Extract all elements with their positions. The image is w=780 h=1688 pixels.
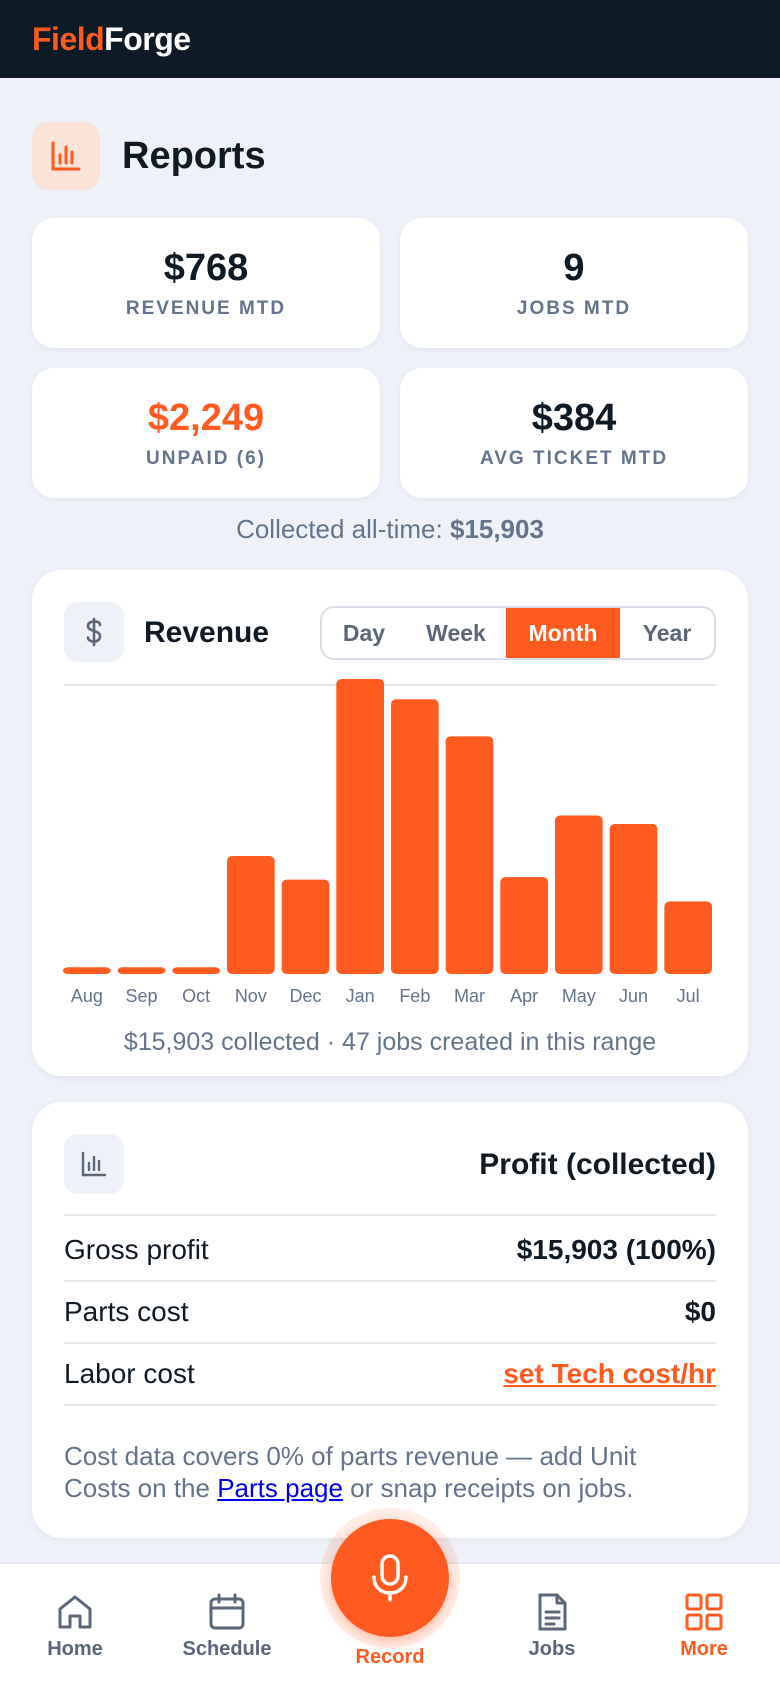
x-tick-label: Apr xyxy=(510,986,538,1006)
dollar-icon xyxy=(64,602,124,662)
stat-label: AVG TICKET MTD xyxy=(479,447,669,469)
divider xyxy=(64,684,716,686)
tab-month[interactable]: Month xyxy=(506,608,620,658)
stat-value: $768 xyxy=(163,246,249,289)
nav-label: Schedule xyxy=(182,1638,272,1660)
bar-chart-icon xyxy=(32,122,100,190)
tab-day[interactable]: Day xyxy=(342,619,386,646)
nav-more[interactable]: More xyxy=(634,1592,774,1661)
stat-label: JOBS MTD xyxy=(516,297,632,319)
bar-feb[interactable] xyxy=(391,699,439,974)
bar-jan[interactable] xyxy=(336,679,384,974)
stat-value: $384 xyxy=(531,396,617,439)
labor-cost-row: Labor cost set Tech cost/hr xyxy=(64,1344,716,1406)
calendar-icon xyxy=(209,1593,245,1630)
home-icon xyxy=(58,1595,92,1629)
stat-card-jobs-mtd[interactable]: 9 JOBS MTD xyxy=(400,218,748,348)
bar-jun[interactable] xyxy=(609,823,658,974)
record-button[interactable] xyxy=(331,1519,449,1637)
profit-card: Profit (collected) Gross profit $15,903 … xyxy=(32,1102,748,1538)
x-tick-label: Dec xyxy=(289,986,321,1006)
bar-jul[interactable] xyxy=(664,901,712,974)
nav-label: Home xyxy=(47,1638,103,1660)
collected-value: $15,903 xyxy=(449,514,544,544)
bar-sep[interactable] xyxy=(117,967,166,974)
stat-value: 9 xyxy=(563,246,585,289)
x-tick-label: Mar xyxy=(454,986,485,1006)
microphone-icon xyxy=(372,1554,408,1602)
x-tick-label: Jun xyxy=(619,986,648,1006)
brand-logo[interactable]: FieldForge xyxy=(32,21,191,58)
stat-label: UNPAID (6) xyxy=(146,447,266,469)
nav-home[interactable]: Home xyxy=(5,1592,145,1661)
bar-mar[interactable] xyxy=(445,736,494,974)
bar-aug[interactable] xyxy=(63,967,111,974)
cost-coverage-note: Cost data covers 0% of parts revenue — a… xyxy=(64,1440,704,1504)
x-tick-label: Nov xyxy=(235,986,267,1006)
collected-all-time: Collected all-time: $15,903 xyxy=(0,514,780,545)
bar-apr[interactable] xyxy=(500,877,548,974)
nav-label: Jobs xyxy=(528,1638,576,1660)
revenue-bar-chart: Aug Sep Oct Nov Dec Jan Feb Mar Apr May Jun Jul xyxy=(63,679,712,1006)
x-tick-label: Oct xyxy=(182,986,210,1006)
note-text-1: Cost data covers 0% of parts revenue — a… xyxy=(64,1441,637,1503)
bar-oct[interactable] xyxy=(172,967,220,974)
row-value: $0 xyxy=(684,1296,716,1327)
row-label: Parts cost xyxy=(64,1296,189,1327)
nav-jobs[interactable]: Jobs xyxy=(482,1592,622,1661)
x-tick-label: Aug xyxy=(71,986,103,1006)
x-tick-label: Jul xyxy=(677,986,700,1006)
stat-value: $2,249 xyxy=(147,396,265,439)
parts-cost-row: Parts cost $0 xyxy=(64,1282,716,1344)
revenue-card: Revenue Day Week Month Year Aug Sep Oct Nov… xyxy=(32,570,748,1076)
nav-schedule[interactable]: Schedule xyxy=(157,1592,297,1661)
revenue-title: Revenue xyxy=(144,616,270,649)
tab-week[interactable]: Week xyxy=(426,619,486,646)
range-selector: Day Week Month Year xyxy=(320,606,716,660)
stat-label: REVENUE MTD xyxy=(125,297,287,319)
brand-part1: Field xyxy=(32,20,105,57)
x-tick-label: May xyxy=(562,986,596,1006)
collected-label: Collected all-time: xyxy=(236,514,443,544)
row-label: Labor cost xyxy=(64,1358,195,1389)
x-tick-label: Jan xyxy=(346,986,375,1006)
brand-part2: Forge xyxy=(104,20,191,57)
app-header: FieldForge xyxy=(0,0,780,78)
parts-page-link[interactable]: Parts page xyxy=(217,1473,343,1503)
record-label: Record xyxy=(355,1646,425,1668)
x-tick-label: Feb xyxy=(399,986,430,1006)
gross-profit-row: Gross profit $15,903 (100%) xyxy=(64,1220,716,1282)
bar-nov[interactable] xyxy=(227,856,275,974)
stat-card-revenue-mtd[interactable]: $768 REVENUE MTD xyxy=(32,218,380,348)
stat-card-avg-ticket[interactable]: $384 AVG TICKET MTD xyxy=(400,368,748,498)
row-label: Gross profit xyxy=(64,1234,209,1265)
grid-icon xyxy=(685,1593,723,1631)
stat-card-unpaid[interactable]: $2,249 UNPAID (6) xyxy=(32,368,380,498)
nav-label: More xyxy=(680,1638,728,1660)
page-heading: Reports xyxy=(32,122,266,190)
record-button-halo xyxy=(320,1508,460,1648)
row-value: $15,903 (100%) xyxy=(516,1234,716,1265)
page-title: Reports xyxy=(122,134,266,177)
note-text-2: or snap receipts on jobs. xyxy=(342,1473,634,1503)
range-summary: $15,903 collected · 47 jobs created in t… xyxy=(123,1028,657,1056)
x-tick-label: Sep xyxy=(125,986,157,1006)
bar-may[interactable] xyxy=(555,815,603,974)
document-icon xyxy=(538,1593,567,1631)
tab-year[interactable]: Year xyxy=(642,619,692,646)
divider xyxy=(64,1214,716,1216)
bar-dec[interactable] xyxy=(281,879,330,974)
bar-chart-icon xyxy=(64,1134,124,1194)
set-tech-cost-link[interactable]: set Tech cost/hr xyxy=(503,1358,716,1389)
profit-title: Profit (collected) xyxy=(479,1148,716,1181)
